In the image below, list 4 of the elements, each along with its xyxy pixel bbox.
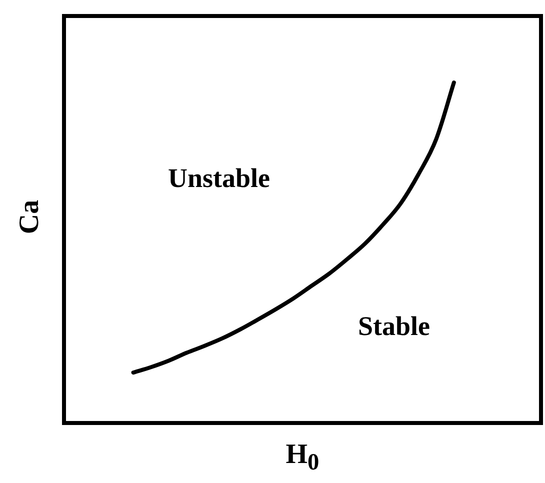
x-axis-title: H$_{0}$	[284, 439, 320, 477]
y-axis-title: Ca	[14, 199, 46, 234]
annotation: Unstable	[168, 163, 270, 194]
annotation: Stable	[358, 311, 430, 342]
